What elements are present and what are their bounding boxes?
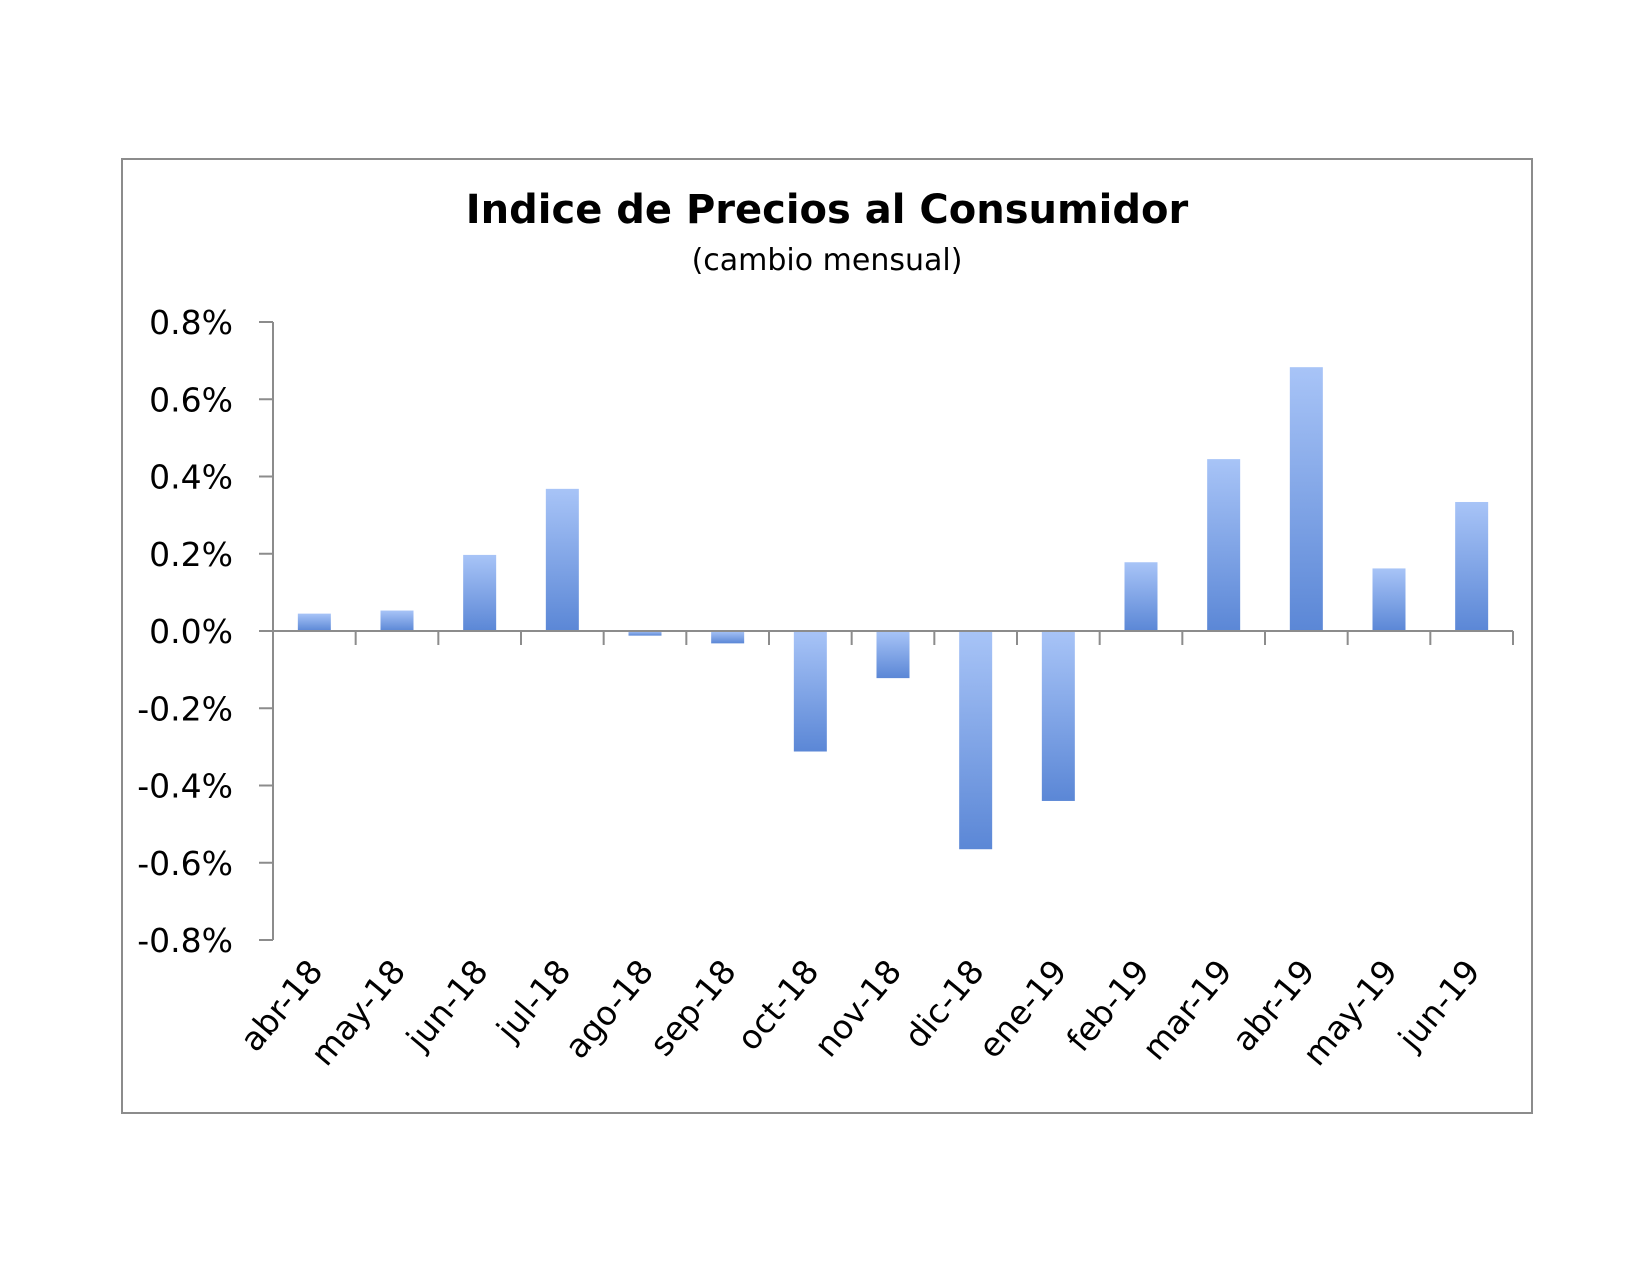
bar-oct-18 — [793, 631, 827, 752]
bar-sep-18 — [711, 631, 745, 644]
y-axis: 0.8% 0.6% 0.4% 0.2% 0.0% -0.2% -0.4% -0.6% -0.8% — [137, 303, 274, 960]
y-tick-label: 0.0% — [149, 612, 233, 651]
bar-feb-19 — [1124, 562, 1158, 631]
bar-may-19 — [1372, 568, 1406, 631]
bar-jul-18 — [545, 488, 579, 631]
bar-nov-18 — [876, 631, 910, 679]
y-tick-label: -0.4% — [137, 767, 233, 806]
x-axis: abr-18may-18jun-18jul-18ago-18sep-18oct-… — [232, 630, 1514, 1073]
y-tick-label: -0.8% — [137, 921, 233, 960]
x-tick-label: nov-18 — [806, 952, 909, 1064]
bar-jun-18 — [463, 554, 497, 631]
bar-mar-19 — [1207, 459, 1241, 631]
y-tick-label: -0.6% — [137, 844, 233, 883]
y-tick-label: 0.8% — [149, 303, 233, 342]
x-tick-label: jun-19 — [1390, 952, 1488, 1058]
chart-subtitle: (cambio mensual) — [692, 243, 963, 278]
x-tick-label: mar-19 — [1134, 952, 1240, 1067]
chart-frame: Indice de Precios al Consumidor (cambio … — [121, 158, 1533, 1114]
bar-dic-18 — [959, 631, 993, 850]
x-tick-label: ago-18 — [557, 952, 661, 1066]
y-tick-label: 0.4% — [149, 458, 233, 497]
bar-may-18 — [380, 610, 414, 631]
bar-ene-19 — [1041, 631, 1075, 801]
x-tick-label: ene-19 — [970, 952, 1074, 1065]
x-tick-label: sep-18 — [642, 952, 744, 1063]
bar-abr-18 — [297, 613, 331, 631]
y-tick-label: 0.6% — [149, 380, 233, 419]
x-tick-label: jun-18 — [398, 952, 496, 1058]
chart-title: Indice de Precios al Consumidor — [466, 187, 1189, 233]
y-tick-label: -0.2% — [137, 689, 233, 728]
bars — [297, 367, 1489, 850]
bar-abr-19 — [1289, 367, 1323, 631]
bar-jun-19 — [1455, 501, 1489, 631]
bar-ago-18 — [628, 631, 662, 636]
bar-chart: Indice de Precios al Consumidor (cambio … — [137, 187, 1514, 1073]
y-tick-label: 0.2% — [149, 535, 233, 574]
